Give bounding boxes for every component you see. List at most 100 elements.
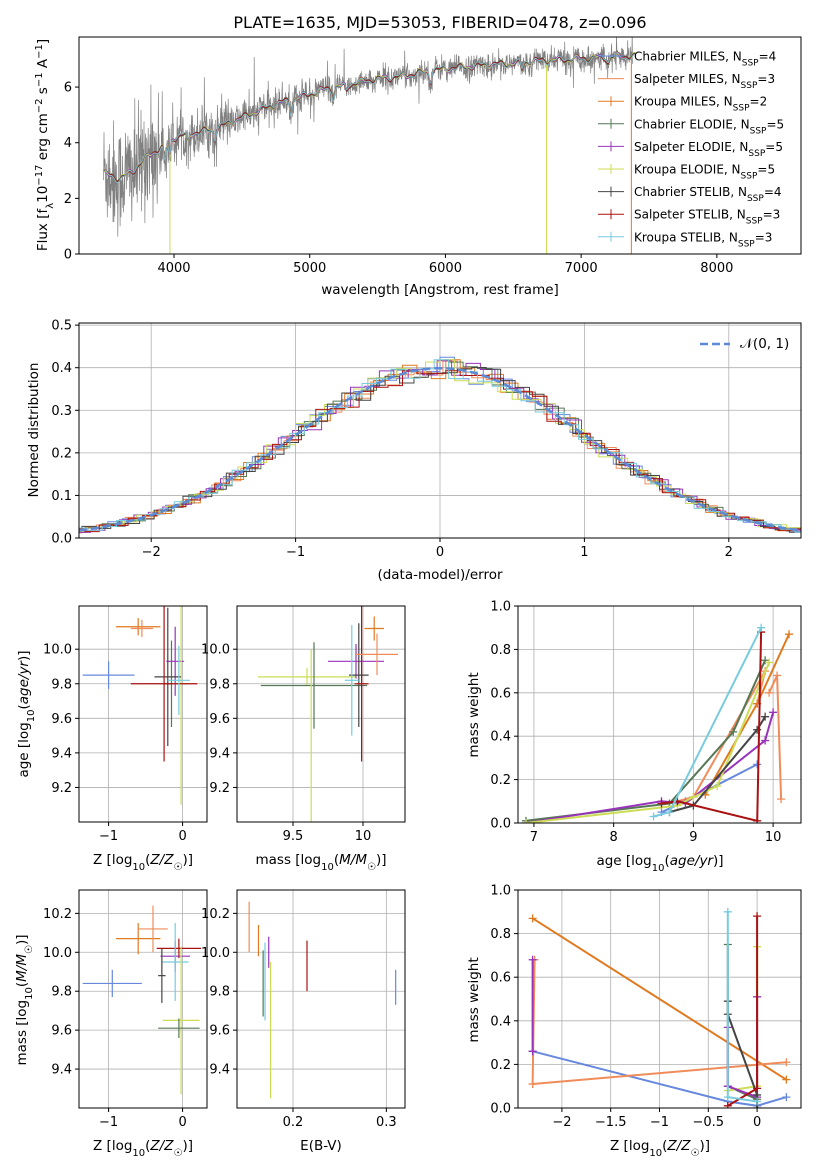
plot-area	[258, 606, 398, 822]
y-tick-label: 10.0	[43, 643, 72, 658]
panel-age_vs_Z: −1 09.29.49.69.810.0Z [log10(Z/Z☉)]age [l…	[16, 605, 208, 873]
legend-sub: SSP	[748, 149, 765, 159]
x-tick-label: 7000	[565, 261, 598, 276]
x-axis-label: Z [log10(Z/Z☉)]	[93, 1138, 193, 1159]
legend-label: Kroupa ELODIE, NSSP=5	[634, 163, 775, 182]
weight-marker	[723, 1093, 732, 1102]
y-tick-label: 0.0	[51, 532, 72, 547]
errorbar-point	[138, 905, 168, 953]
label-part: Z [log	[610, 1138, 649, 1154]
x-tick-label: 0	[178, 829, 186, 844]
errorbar-point	[154, 607, 182, 746]
weight-marker	[649, 812, 658, 821]
y-tick-label: 9.8	[51, 985, 72, 1000]
legend-name: Salpeter ELODIE, N	[634, 140, 748, 154]
weight-line	[726, 911, 758, 1103]
y-tick-label: 6	[64, 81, 72, 96]
weight-line	[727, 946, 759, 1092]
label-part: )]	[376, 852, 387, 868]
x-tick-label: 0.3	[376, 1115, 397, 1130]
x-tick-label: −1	[99, 829, 118, 844]
legend-name: Salpeter MILES, N	[634, 72, 741, 86]
label-part: s	[35, 87, 51, 98]
label-part: 10	[24, 987, 35, 1000]
legend-n: =3	[763, 208, 781, 222]
weight-marker	[753, 760, 762, 769]
label-part: 10	[132, 862, 145, 873]
weight-marker	[753, 912, 762, 921]
y-tick-label: 9.6	[209, 1024, 230, 1039]
y-tick-label: 0.2	[490, 773, 511, 788]
errorbar-point	[130, 619, 153, 638]
x-tick-label: 6000	[429, 261, 462, 276]
legend-label: Kroupa STELIB, NSSP=3	[634, 230, 772, 249]
plot-area	[521, 623, 794, 823]
x-tick-label: −2	[142, 545, 161, 560]
label-part: Z/Z	[666, 1138, 691, 1154]
weight-line	[669, 716, 766, 814]
legend-sub: SSP	[733, 104, 750, 114]
label-part: 10	[26, 710, 37, 723]
y-tick-label: 1.0	[490, 884, 511, 899]
x-tick-label: 4000	[157, 261, 190, 276]
axes-frame	[78, 36, 802, 255]
axes-frame	[236, 889, 406, 1109]
weight-line	[677, 670, 767, 803]
y-tick-label: 0.4	[51, 361, 72, 376]
y-tick-label: 0.4	[490, 730, 511, 745]
x-tick-label: −2	[552, 1115, 571, 1130]
y-tick-label: 9.2	[51, 781, 72, 796]
label-part: ☉	[367, 862, 376, 873]
y-tick-label: 9.4	[51, 746, 72, 761]
label-part: −1	[34, 72, 45, 87]
panel-mass_vs_Z: −1 09.49.69.810.010.2Z [log10(Z/Z☉)]mass …	[14, 889, 208, 1159]
y-axis-label: Flux [fλ10−17 erg cm−2 s−1 A−1]	[34, 39, 56, 251]
label-part: erg cm	[35, 113, 51, 164]
weight-marker	[657, 799, 666, 808]
y-axis-label: Normed distribution	[26, 363, 42, 498]
label-part: )]	[14, 934, 30, 945]
weight-marker	[777, 795, 786, 804]
plot-area	[248, 901, 397, 1099]
y-tick-label: 9.4	[209, 1063, 230, 1078]
errorbar-point	[167, 645, 190, 715]
plot-area	[82, 905, 202, 1095]
label-part: 10	[652, 863, 665, 874]
label-part: age/yr	[670, 853, 715, 869]
y-tick-label: 0.4	[490, 1014, 511, 1029]
x-tick-label: −1.5	[595, 1115, 627, 1130]
errorbar-point	[364, 616, 384, 641]
weight-marker	[528, 914, 537, 923]
x-axis-label: Z [log10(Z/Z☉)]	[93, 852, 193, 873]
y-tick-label: 0	[64, 248, 72, 263]
weight-line	[727, 916, 759, 1107]
errorbar-point	[115, 923, 161, 955]
legend-sub: SSP	[741, 81, 758, 91]
label-part: −1	[34, 44, 45, 59]
y-tick-label: 0.6	[490, 686, 511, 701]
y-axis-label: age [log10(age/yr)]	[16, 650, 37, 777]
panel-weight_vs_Z: −2 −1.5 −1 −0.5 0 0.0 0.2 0.4 0.6 0.8 1.0 Z [log10(…	[466, 884, 802, 1159]
errorbar-point	[156, 938, 202, 959]
label-part: )]	[713, 853, 724, 869]
label-part: (	[14, 982, 30, 987]
x-tick-label: 8	[610, 830, 618, 845]
legend-label: Salpeter STELIB, NSSP=3	[634, 208, 780, 227]
x-tick-label: −0.5	[693, 1115, 725, 1130]
errorbar-point	[158, 948, 166, 1003]
x-tick-label: 1	[580, 545, 588, 560]
y-tick-label: 10.2	[43, 907, 72, 922]
label-part: −2	[34, 98, 45, 113]
legend-sub: SSP	[750, 126, 767, 136]
weight-line	[532, 917, 787, 1081]
x-axis-label: mass [log10(M/M☉)]	[255, 852, 386, 873]
label-part: )]	[699, 1138, 710, 1154]
x-tick-label: 10	[355, 829, 372, 844]
y-tick-label: 0.2	[490, 1058, 511, 1073]
y-tick-label: 9.8	[209, 677, 230, 692]
weight-marker	[753, 816, 762, 823]
weight-marker	[753, 1084, 762, 1093]
x-axis-label: E(B-V)	[300, 1138, 342, 1154]
y-tick-label: 0.0	[490, 817, 511, 832]
weight-marker	[528, 1080, 537, 1089]
